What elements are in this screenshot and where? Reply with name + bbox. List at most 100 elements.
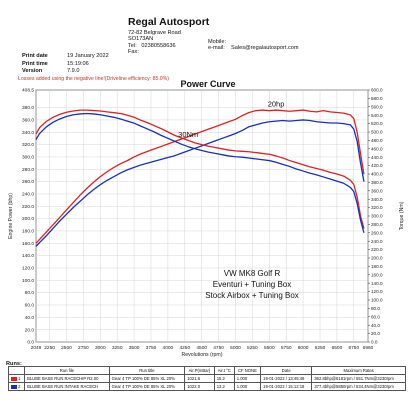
- y2-tick-label: 500.0: [371, 130, 383, 135]
- print-time: 15:19:06: [67, 60, 89, 67]
- runs-col-max: Maximum Rates: [311, 366, 406, 375]
- y-tick-label: 60.0: [25, 303, 35, 309]
- table-row[interactable]: 2 BLUBE BASE RUN INTAKE RACECH Gear 4 TP…: [7, 382, 406, 391]
- y2-tick-label: 0.0: [371, 340, 378, 345]
- run-color-swatch: [11, 384, 17, 389]
- y-tick-label: 320.0: [22, 142, 34, 148]
- runs-col-airp: Air.P(mBar): [184, 366, 215, 375]
- y-tick-label: 300.0: [22, 155, 34, 161]
- x-tick-label: 4750: [213, 345, 224, 351]
- y2-tick-label: 100.0: [371, 298, 383, 303]
- email-row: e-mail: Sales@regalautosport.com: [208, 45, 299, 51]
- email-value: Sales@regalautosport.com: [231, 45, 299, 52]
- y2-tick-label: 560.0: [371, 104, 383, 109]
- y2-tick-label: 520.0: [371, 121, 383, 126]
- run-file: BLUBE BASE RUN INTAKE RACECH: [24, 382, 110, 391]
- runs-col-cf: CF NONE: [233, 366, 262, 375]
- email-label: e-mail:: [208, 45, 225, 52]
- y-tick-label: 20.0: [25, 327, 35, 333]
- y2-tick-label: 580.0: [371, 96, 383, 101]
- y2-tick-label: 120.0: [371, 289, 383, 294]
- run-date: 19-01-2022 / 13:45:49: [260, 374, 313, 383]
- annotation-label: 20hp: [268, 99, 285, 108]
- y2-tick-label: 300.0: [371, 214, 383, 219]
- x-tick-label: 2750: [78, 345, 89, 351]
- y2-tick-label: 540.0: [371, 113, 383, 118]
- x-tick-label: 4500: [196, 345, 207, 351]
- y-tick-label: 200.0: [22, 216, 34, 222]
- y2-tick-label: 140.0: [371, 281, 383, 286]
- y-tick-label: 0.0: [27, 340, 34, 346]
- y2-tick-label: 280.0: [371, 222, 383, 227]
- run-airp: 1021.6: [184, 374, 215, 383]
- loss-note: Losses added using the negative line!(Dr…: [18, 76, 170, 82]
- run-title: Gear 4 TP 100% DE 85% XL 20%: [108, 382, 186, 391]
- x-tick-label: 6960: [363, 345, 374, 351]
- y2-tick-label: 160.0: [371, 272, 383, 277]
- print-time-label: Print time: [22, 60, 48, 67]
- y2-tick-label: 600.0: [371, 88, 383, 93]
- y2-tick-label: 460.0: [371, 146, 383, 151]
- run-date: 19-01-2022 / 15:12:18: [260, 382, 313, 391]
- y-tick-label: 100.0: [22, 278, 34, 284]
- runs-col-title: Run title: [108, 366, 186, 375]
- x-tick-label: 5750: [281, 345, 292, 351]
- y2-tick-label: 360.0: [371, 188, 383, 193]
- run-max: 362.8bhp@6181rpm / 551.7Nm@3230rpm: [311, 374, 406, 383]
- tel-value: 02380558636: [141, 42, 176, 49]
- y2-tick-label: 80.0: [371, 306, 380, 311]
- chart-title: Power Curve: [180, 79, 236, 89]
- y2-tick-label: 200.0: [371, 256, 383, 261]
- y2-tick-label: 240.0: [371, 239, 383, 244]
- y2-tick-label: 260.0: [371, 230, 383, 235]
- y-tick-label: 260.0: [22, 179, 34, 185]
- company-address: 72-82 Belgrave Road SO173AN Tel: 0238055…: [128, 30, 181, 56]
- y-tick-label: 140.0: [22, 253, 34, 259]
- run-num: 2: [7, 382, 26, 391]
- y-tick-label: 40.0: [25, 315, 35, 321]
- y2-tick-label: 400.0: [371, 172, 383, 177]
- run-airp: 1022.0: [184, 382, 215, 391]
- x-tick-label: 2250: [44, 345, 55, 351]
- x-tick-label: 6750: [348, 345, 359, 351]
- y2-tick-label: 340.0: [371, 197, 383, 202]
- run-num: 1: [7, 374, 26, 383]
- run-file: BLUBE BASE RUN RACECHIP R2.00: [24, 374, 110, 383]
- x-tick-label: 4250: [179, 345, 190, 351]
- y2-tick-label: 180.0: [371, 264, 383, 269]
- print-date-label: Print date: [22, 53, 48, 59]
- runs-title: Runs:: [6, 361, 22, 367]
- run-cf: 1.000: [233, 382, 262, 391]
- y-tick-label: 280.0: [22, 167, 34, 173]
- x-tick-label: 6000: [298, 345, 309, 351]
- table-row[interactable]: 1 BLUBE BASE RUN RACECHIP R2.00 Gear 4 T…: [7, 374, 406, 383]
- legend-entry: VW MK8 Golf R: [224, 269, 281, 278]
- x-tick-label: 6250: [315, 345, 326, 351]
- y-axis-label: Engine Power (bhp): [8, 193, 14, 239]
- company-name: Regal Autosport: [128, 16, 210, 28]
- tel-label: Tel:: [128, 42, 137, 49]
- x-tick-label: 2500: [61, 345, 72, 351]
- y-tick-label: 180.0: [22, 229, 34, 235]
- contact-block: Mobile: e-mail: Sales@regalautosport.com: [208, 39, 299, 52]
- runs-col-num: [7, 366, 26, 375]
- fax-label: Fax:: [128, 49, 139, 56]
- version-label: Version: [22, 68, 43, 75]
- power-line-2: [35, 119, 365, 247]
- y-tick-label: 160.0: [22, 241, 34, 247]
- y2-tick-label: 380.0: [371, 180, 383, 185]
- runs-col-date: Date: [260, 366, 313, 375]
- run-airt: 15.2: [213, 374, 235, 383]
- x-tick-label: 3250: [112, 345, 123, 351]
- y-tick-label: 220.0: [22, 204, 34, 210]
- x-tick-label: 3500: [129, 345, 140, 351]
- y-tick-label: 360.0: [22, 118, 34, 124]
- power-line-1: [35, 109, 365, 244]
- y-tick-label: 408.5: [22, 88, 34, 94]
- x-tick-label: 5500: [264, 345, 275, 351]
- y2-tick-label: 320.0: [371, 205, 383, 210]
- mobile-label: Mobile:: [208, 39, 227, 45]
- x-tick-label: 6500: [332, 345, 343, 351]
- x-tick-label: 2049: [31, 345, 42, 351]
